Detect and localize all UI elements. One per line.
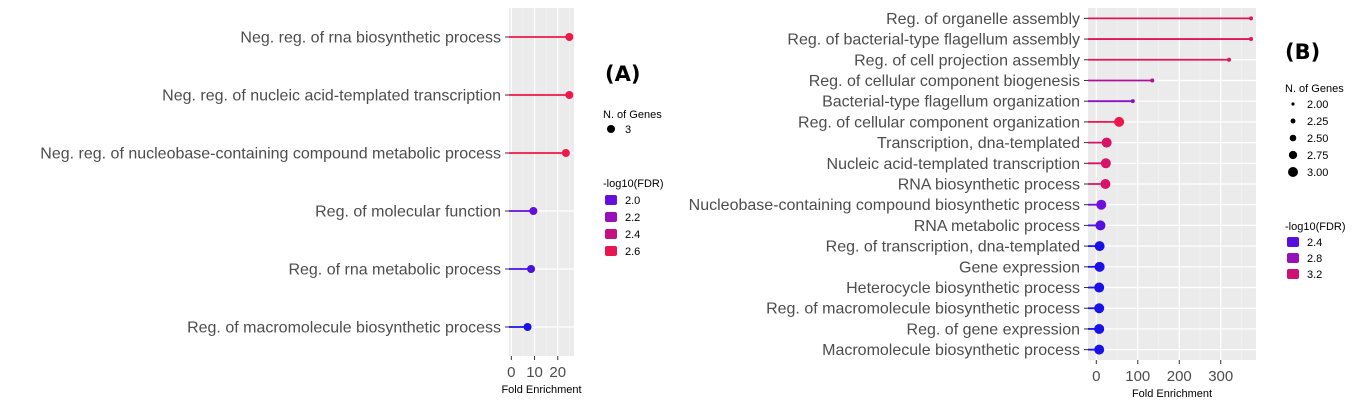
- lollipop-point: [1094, 344, 1105, 355]
- category-label: Bacterial-type flagellum organization: [822, 94, 1080, 111]
- x-axis-title: Fold Enrichment: [1132, 388, 1212, 400]
- lollipop-point: [1249, 37, 1254, 42]
- lollipop-point: [529, 207, 538, 215]
- category-label: Reg. of molecular function: [315, 204, 501, 221]
- lollipop-point: [1114, 116, 1125, 127]
- category-label: Reg. of cellular component biogenesis: [809, 73, 1080, 90]
- category-label: Reg. of cell projection assembly: [854, 52, 1080, 69]
- x-tick-label: 200: [1167, 368, 1192, 385]
- size-legend-key: [1288, 150, 1298, 160]
- category-label: RNA biosynthetic process: [898, 177, 1080, 194]
- size-legend-key: [1288, 167, 1298, 177]
- x-tick-label: 20: [549, 364, 566, 381]
- color-legend-key: [605, 229, 617, 239]
- category-label: Reg. of macromolecule biosynthetic proce…: [187, 320, 501, 337]
- category-label: Nucleic acid-templated transcription: [827, 156, 1080, 173]
- lollipop-point: [1130, 99, 1135, 104]
- color-legend-label: 2.2: [625, 212, 640, 224]
- size-legend-label: 2.25: [1307, 116, 1328, 128]
- category-label: Macromolecule biosynthetic process: [822, 342, 1080, 359]
- category-label: Gene expression: [959, 259, 1080, 276]
- color-legend-key: [605, 195, 617, 205]
- category-label: Transcription, dna-templated: [877, 135, 1080, 152]
- color-legend-label: 2.4: [625, 229, 640, 241]
- lollipop-point: [561, 149, 570, 157]
- lollipop-point: [1095, 220, 1106, 231]
- size-legend-key: [1291, 102, 1295, 106]
- lollipop-point: [1094, 261, 1105, 272]
- color-legend-key: [1287, 269, 1299, 279]
- color-legend-key: [1287, 253, 1299, 263]
- color-legend-title: -log10(FDR): [603, 178, 664, 190]
- size-legend-key: [1289, 134, 1297, 142]
- category-label: Reg. of cellular component organization: [798, 114, 1080, 131]
- color-legend-key: [1287, 237, 1299, 247]
- lollipop-point: [1100, 179, 1111, 189]
- panel-label: (A): [605, 62, 640, 86]
- size-legend-title: N. of Genes: [1285, 83, 1344, 95]
- plot-background: [509, 8, 574, 356]
- category-label: Reg. of transcription, dna-templated: [826, 239, 1080, 256]
- lollipop-point: [1101, 137, 1112, 148]
- category-label: RNA metabolic process: [914, 218, 1080, 235]
- lollipop-point: [565, 91, 574, 99]
- lollipop-point: [1094, 282, 1105, 293]
- size-legend-key: [607, 125, 615, 133]
- x-tick-label: 300: [1208, 368, 1233, 385]
- lollipop-point: [1249, 16, 1254, 21]
- size-legend-label: 2.50: [1307, 133, 1328, 145]
- color-legend-label: 2.6: [625, 246, 640, 258]
- lollipop-point: [1094, 303, 1105, 314]
- category-label: Reg. of organelle assembly: [886, 11, 1080, 28]
- category-label: Reg. of gene expression: [907, 321, 1080, 338]
- size-legend-label: 3: [625, 124, 631, 136]
- category-label: Heterocycle biosynthetic process: [846, 280, 1080, 297]
- x-tick-label: 100: [1125, 368, 1150, 385]
- color-legend-label: 3.2: [1307, 269, 1322, 281]
- size-legend-title: N. of Genes: [603, 109, 662, 121]
- lollipop-point: [1227, 57, 1232, 62]
- category-label: Neg. reg. of rna biosynthetic process: [240, 30, 501, 47]
- lollipop-point: [1150, 78, 1155, 83]
- lollipop-point: [1096, 199, 1107, 210]
- size-legend-label: 2.75: [1307, 150, 1328, 162]
- color-legend-label: 2.0: [625, 195, 640, 207]
- category-label: Nucleobase-containing compound biosynthe…: [689, 197, 1080, 214]
- category-label: Neg. reg. of nucleic acid-templated tran…: [162, 88, 501, 105]
- x-tick-label: 0: [507, 364, 515, 381]
- color-legend-key: [605, 212, 617, 222]
- category-label: Reg. of macromolecule biosynthetic proce…: [766, 301, 1080, 318]
- x-axis-title: Fold Enrichment: [501, 384, 581, 396]
- lollipop-point: [1100, 158, 1111, 169]
- panel-b: 0 100 200 300 Reg. of organelle assembly Reg.…: [689, 8, 1346, 400]
- x-tick-label: 0: [1092, 368, 1100, 385]
- size-legend-label: 2.00: [1307, 99, 1328, 111]
- color-legend-key: [605, 246, 617, 256]
- color-legend-label: 2.8: [1307, 253, 1322, 265]
- panel-a: 0 10 20 Neg. reg. of rna biosynthetic proce…: [40, 8, 664, 396]
- lollipop-point: [527, 265, 536, 273]
- color-legend-title: -log10(FDR): [1285, 221, 1346, 233]
- category-label: Reg. of bacterial-type flagellum assembl…: [787, 32, 1080, 49]
- lollipop-point: [565, 33, 574, 41]
- size-legend-label: 3.00: [1307, 167, 1328, 179]
- color-legend-label: 2.4: [1307, 237, 1322, 249]
- lollipop-point: [1094, 323, 1105, 334]
- panel-label: (B): [1285, 40, 1320, 64]
- size-legend-key: [1290, 118, 1296, 124]
- x-tick-label: 10: [526, 364, 543, 381]
- category-label: Neg. reg. of nucleobase-containing compo…: [40, 146, 501, 163]
- category-label: Reg. of rna metabolic process: [288, 262, 501, 279]
- lollipop-point: [1094, 241, 1105, 252]
- lollipop-point: [523, 323, 532, 331]
